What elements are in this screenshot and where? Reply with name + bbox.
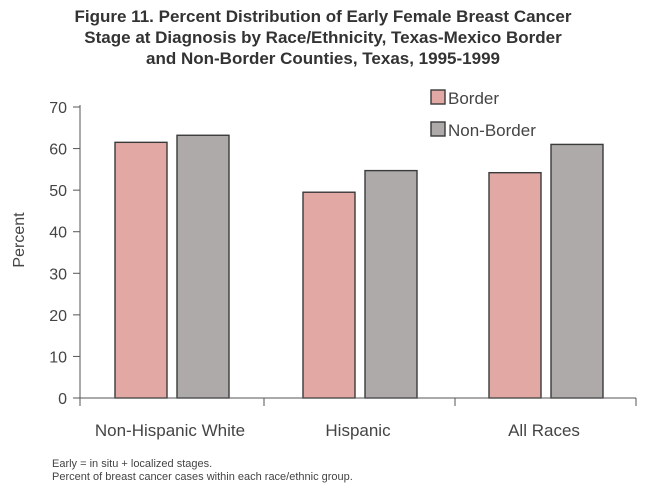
chart-title: Figure 11. Percent Distribution of Early… bbox=[0, 6, 646, 69]
y-tick-label-30: 30 bbox=[49, 266, 67, 283]
bar-chart: 0 10 20 30 40 50 60 70 Non-Hispanic White Hispan… bbox=[11, 89, 637, 440]
legend-label-non-border: Non-Border bbox=[448, 121, 536, 140]
y-tick-label-60: 60 bbox=[49, 142, 67, 159]
bar-non-border-1 bbox=[364, 169, 418, 399]
legend-label-border: Border bbox=[448, 89, 499, 108]
footnote-2: Percent of breast cancer cases within ea… bbox=[52, 471, 353, 483]
category-label-1: Hispanic bbox=[325, 421, 391, 440]
legend-swatch-border bbox=[430, 89, 446, 105]
bar-border-0 bbox=[114, 141, 168, 399]
bar-non-border-0 bbox=[176, 134, 230, 399]
y-tick-label-50: 50 bbox=[49, 183, 67, 200]
legend-swatch-non-border bbox=[430, 121, 446, 137]
chart-title-line-2: Stage at Diagnosis by Race/Ethnicity, Te… bbox=[84, 28, 562, 47]
y-axis-ticks: 0 10 20 30 40 50 60 70 bbox=[49, 100, 80, 408]
y-tick-label-40: 40 bbox=[49, 225, 67, 242]
y-tick-label-20: 20 bbox=[49, 308, 67, 325]
y-tick-label-0: 0 bbox=[58, 391, 67, 408]
chart-title-line-1: Figure 11. Percent Distribution of Early… bbox=[74, 7, 572, 26]
footnote-1: Early = in situ + localized stages. bbox=[52, 458, 213, 470]
bar-border-2 bbox=[488, 171, 542, 399]
bars-group bbox=[114, 134, 604, 399]
y-tick-label-70: 70 bbox=[49, 100, 67, 117]
chart-title-line-3: and Non-Border Counties, Texas, 1995-199… bbox=[146, 49, 500, 68]
bar-non-border-2 bbox=[550, 143, 604, 399]
bar-border-1 bbox=[302, 191, 356, 399]
y-axis-label: Percent bbox=[11, 212, 28, 268]
legend: Border Non-Border bbox=[430, 89, 536, 140]
axes-group bbox=[79, 105, 637, 406]
footnotes: Early = in situ + localized stages. Perc… bbox=[52, 458, 353, 484]
category-labels: Non-Hispanic White Hispanic All Races bbox=[95, 421, 580, 440]
y-tick-label-10: 10 bbox=[49, 349, 67, 366]
category-label-0: Non-Hispanic White bbox=[95, 421, 245, 440]
category-label-2: All Races bbox=[508, 421, 580, 440]
